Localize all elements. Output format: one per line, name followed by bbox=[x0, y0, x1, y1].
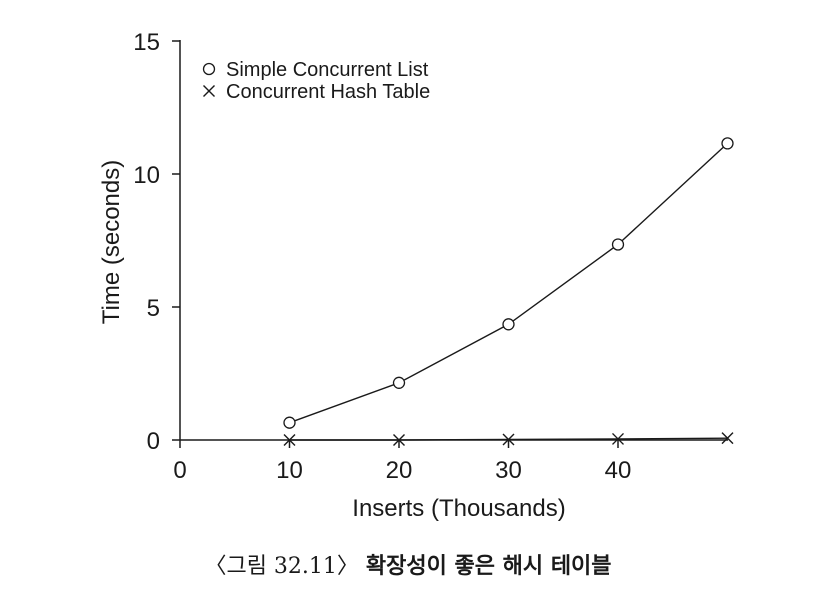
y-axis: 0 5 10 15 bbox=[133, 29, 181, 455]
series-line-simple-concurrent-list bbox=[289, 142, 728, 424]
legend-label: Concurrent Hash Table bbox=[226, 81, 430, 103]
x-tick-label: 40 bbox=[605, 457, 632, 484]
x-axis: 0 10 20 30 40 bbox=[173, 439, 728, 484]
data-point-concurrent-hash-table bbox=[283, 434, 296, 446]
data-point-concurrent-hash-table bbox=[721, 432, 734, 445]
x-marker-stroke bbox=[283, 434, 296, 446]
x-tick-label: 0 bbox=[173, 457, 186, 484]
line-chart: 0 5 10 15 0 10 20 30 40 Simple Concurrent ListC… bbox=[98, 29, 734, 522]
data-point-simple-concurrent-list bbox=[283, 416, 296, 429]
data-point-simple-concurrent-list bbox=[721, 137, 734, 150]
legend-item-simple-concurrent-list: Simple Concurrent List bbox=[202, 59, 429, 81]
legend-marker bbox=[203, 85, 215, 97]
figure-caption: 〈그림 32.11〉 확장성이 좋은 해시 테이블 bbox=[0, 548, 816, 580]
legend-label: Simple Concurrent List bbox=[226, 59, 429, 81]
x-ticks: 0 10 20 30 40 bbox=[173, 440, 631, 484]
x-marker-stroke bbox=[721, 432, 734, 445]
x-tick-label: 30 bbox=[495, 457, 522, 484]
x-marker-stroke bbox=[612, 432, 624, 445]
data-point-simple-concurrent-list bbox=[392, 376, 406, 389]
data-point-concurrent-hash-table bbox=[393, 434, 405, 446]
legend-item-concurrent-hash-table: Concurrent Hash Table bbox=[203, 81, 430, 103]
y-axis-title: Time (seconds) bbox=[98, 160, 125, 324]
y-ticks: 0 5 10 15 bbox=[133, 29, 180, 455]
y-tick-label: 15 bbox=[133, 29, 160, 56]
y-tick-label: 0 bbox=[147, 428, 160, 455]
figure-number: 〈그림 32.11〉 bbox=[204, 554, 359, 579]
y-tick-label: 10 bbox=[133, 162, 160, 189]
data-point-simple-concurrent-list bbox=[611, 238, 625, 251]
x-tick-label: 10 bbox=[276, 457, 303, 484]
x-marker-stroke bbox=[502, 433, 515, 446]
x-tick-label: 20 bbox=[386, 457, 413, 484]
series-concurrent-hash-table bbox=[283, 432, 734, 446]
data-point-concurrent-hash-table bbox=[612, 432, 624, 445]
legend-marker bbox=[202, 62, 216, 76]
x-marker-stroke bbox=[393, 434, 405, 446]
y-tick-label: 5 bbox=[147, 295, 160, 322]
x-axis-title: Inserts (Thousands) bbox=[352, 495, 565, 522]
figure-title: 확장성이 좋은 해시 테이블 bbox=[365, 553, 612, 579]
x-marker-stroke bbox=[203, 85, 215, 97]
data-point-concurrent-hash-table bbox=[502, 433, 515, 446]
series-simple-concurrent-list bbox=[283, 137, 734, 429]
data-point-simple-concurrent-list bbox=[502, 318, 515, 331]
plot-area bbox=[283, 137, 734, 446]
